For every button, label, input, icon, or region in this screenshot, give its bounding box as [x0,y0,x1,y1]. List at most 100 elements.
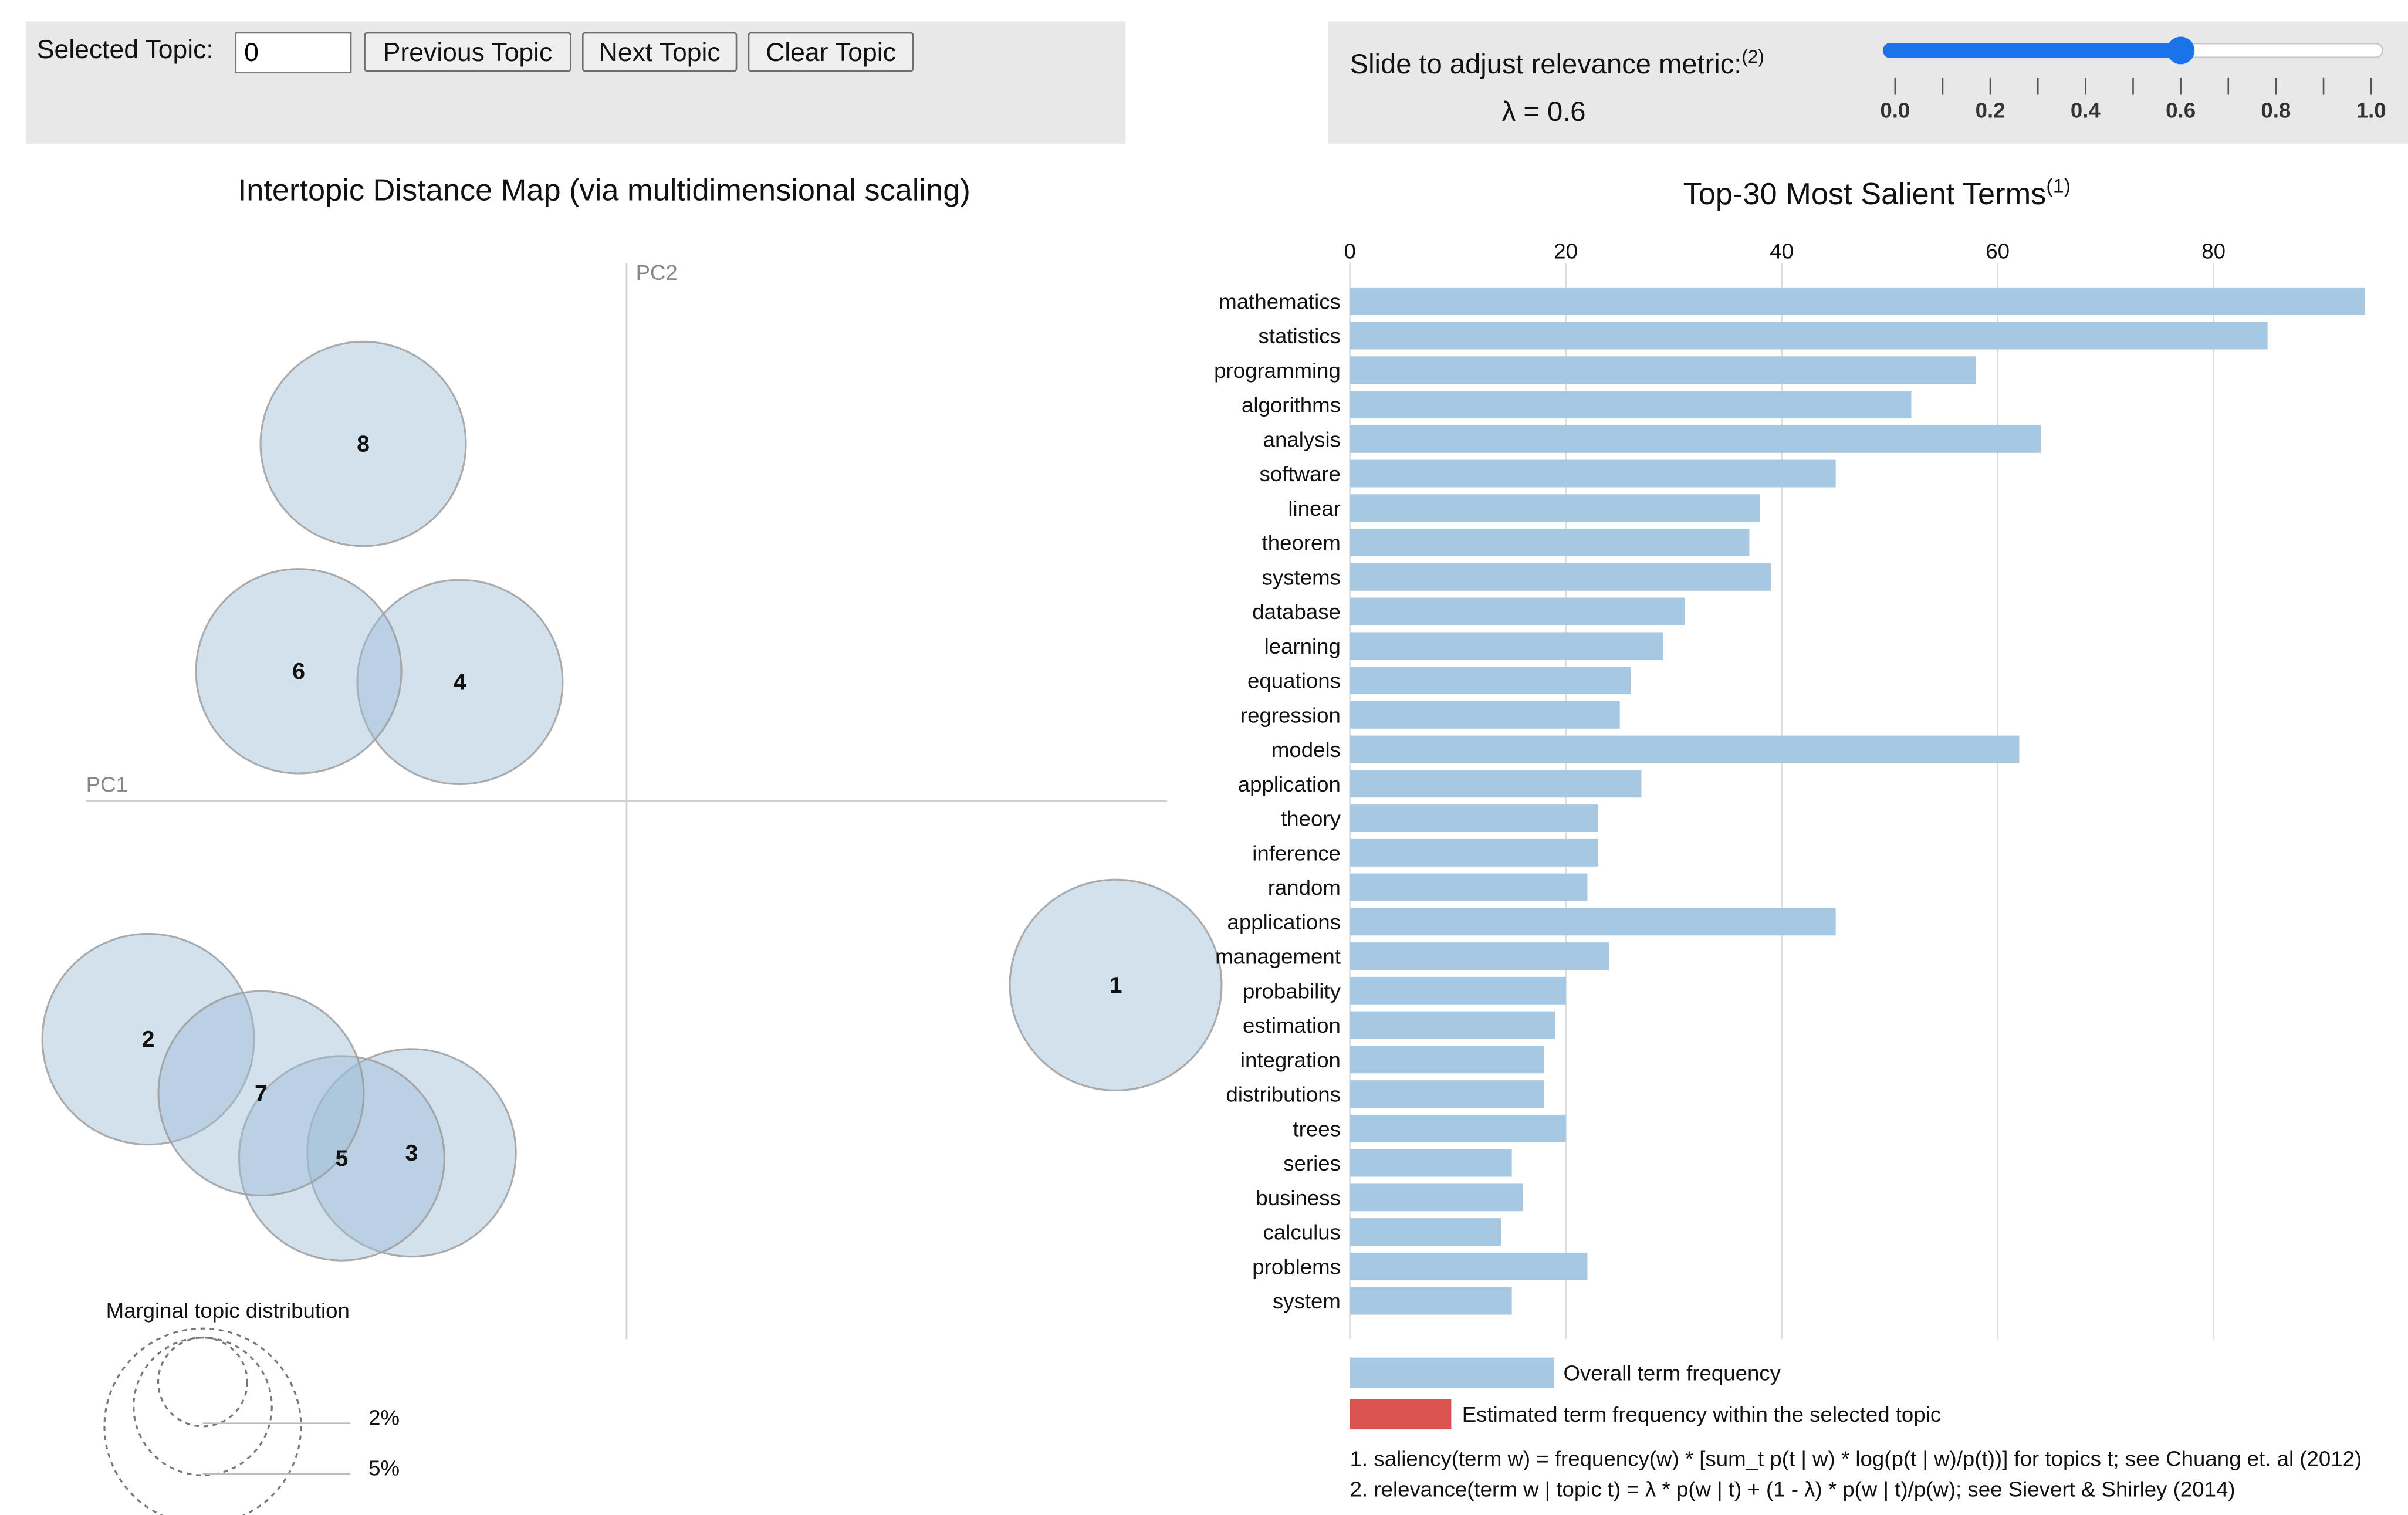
term-label-theory: theory [1281,807,1341,831]
slider-tick-label: 0.6 [2166,99,2196,123]
term-label-probability: probability [1243,979,1341,1003]
bar-application [1350,770,1642,798]
topic-circle-1 [1009,878,1223,1092]
topic-label-6: 6 [292,659,305,684]
legend-swatch-overall [1350,1357,1554,1388]
bar-theory [1350,804,1598,833]
term-label-trees: trees [1293,1117,1341,1141]
term-label-algorithms: algorithms [1242,393,1341,417]
term-label-integration: integration [1240,1048,1341,1072]
previous-topic-button[interactable]: Previous Topic [364,32,571,72]
bar-models [1350,735,2020,763]
bar-learning [1350,632,1663,660]
marginal-circle-2pct [157,1337,248,1428]
term-label-business: business [1256,1186,1341,1210]
slider-tick-label: 1.0 [2356,99,2386,123]
topic-label-2: 2 [142,1027,155,1052]
salient-footnote-marker: (1) [2046,174,2071,198]
term-label-calculus: calculus [1263,1220,1341,1245]
topic-control-panel [26,21,1126,144]
bar-management [1350,942,1609,970]
topic-label-5: 5 [335,1146,348,1171]
footnote-relevance: 2. relevance(term w | topic t) = λ * p(w… [1350,1476,2235,1502]
next-topic-button[interactable]: Next Topic [581,32,738,72]
intertopic-map-title: Intertopic Distance Map (via multidimens… [238,174,970,208]
topic-circle-7 [157,990,365,1197]
legend-label-overall: Overall term frequency [1563,1361,1781,1385]
relevance-footnote-marker: (2) [1741,46,1764,67]
bar-analysis [1350,425,2041,453]
term-label-systems: systems [1262,565,1341,589]
marginal-circle-5pct [133,1337,273,1476]
term-label-equations: equations [1247,669,1341,693]
term-label-problems: problems [1252,1254,1341,1279]
bar-equations [1350,667,1631,695]
topic-label-7: 7 [255,1081,268,1106]
relevance-slider-thumb[interactable] [2167,36,2195,65]
bar-system [1350,1287,1512,1315]
term-label-estimation: estimation [1243,1013,1341,1037]
bar-estimation [1350,1011,1555,1039]
x-tick-label-40: 40 [1770,239,1794,263]
term-label-analysis: analysis [1263,427,1341,451]
term-label-system: system [1273,1289,1341,1313]
term-label-mathematics: mathematics [1219,289,1341,313]
x-tick-label-80: 80 [2201,239,2226,263]
term-label-random: random [1268,875,1341,899]
bar-inference [1350,838,1598,867]
x-tick-label-60: 60 [1986,239,2010,263]
pc1-axis-label: PC1 [86,773,128,797]
marginal-label-5pct: 5% [368,1456,400,1480]
bar-trees [1350,1114,1566,1142]
topic-label-3: 3 [405,1141,418,1166]
term-label-applications: applications [1227,910,1340,934]
term-label-linear: linear [1288,496,1341,520]
selected-topic-input[interactable] [235,32,352,74]
clear-topic-button[interactable]: Clear Topic [748,32,914,72]
marginal-distribution-title: Marginal topic distribution [106,1298,350,1323]
bar-programming [1350,356,1976,384]
topic-circle-2 [41,932,255,1146]
topic-circle-3 [306,1048,517,1258]
topic-circle-4 [356,579,564,786]
footnote-saliency: 1. saliency(term w) = frequency(w) * [su… [1350,1446,2362,1471]
slider-tick-label: 0.8 [2261,99,2291,123]
bar-probability [1350,976,1566,1005]
term-label-regression: regression [1240,703,1341,727]
term-label-theorem: theorem [1262,531,1341,555]
bar-problems [1350,1252,1588,1280]
bar-series [1350,1149,1512,1177]
bar-systems [1350,563,1771,591]
bar-mathematics [1350,287,2365,315]
intertopic-distance-map: PC1 PC2 1 2 3 4 5 6 7 8 Marginal topic distributio… [41,261,1223,1515]
relevance-slider-ticks: 0.0 0.2 0.4 0.6 0.8 1.0 [1880,77,2386,123]
bar-random [1350,873,1588,901]
slider-tick-label: 0.4 [2071,99,2101,123]
bar-calculus [1350,1218,1501,1246]
term-label-software: software [1260,462,1341,486]
bar-business [1350,1183,1523,1212]
relevance-slider-label: Slide to adjust relevance metric:(2) [1350,46,1764,81]
x-tick-label-20: 20 [1554,239,1578,263]
term-label-models: models [1271,738,1341,762]
term-label-database: database [1252,600,1341,624]
salient-terms-bar-chart: 0 20 40 60 80 mathematics statistics programmin… [1214,239,2365,1430]
topic-label-1: 1 [1110,973,1122,998]
term-label-distributions: distributions [1226,1083,1340,1107]
bar-algorithms [1350,391,1912,418]
term-label-statistics: statistics [1259,324,1341,348]
bar-software [1350,459,1836,488]
topic-circle-6 [195,568,403,775]
bar-integration [1350,1046,1544,1074]
bar-applications [1350,908,1836,936]
slider-tick-label: 0.2 [1976,99,2005,123]
salient-terms-title-text: Top-30 Most Salient Terms [1683,178,2047,212]
topic-label-8: 8 [357,432,370,457]
salient-terms-title: Top-30 Most Salient Terms(1) [1683,174,2071,214]
topic-circle-5 [238,1055,445,1262]
x-tick-label-0: 0 [1344,239,1355,263]
legend-label-topic: Estimated term frequency within the sele… [1462,1402,1941,1426]
relevance-slider-fill [1882,42,2181,59]
bar-statistics [1350,322,2268,350]
